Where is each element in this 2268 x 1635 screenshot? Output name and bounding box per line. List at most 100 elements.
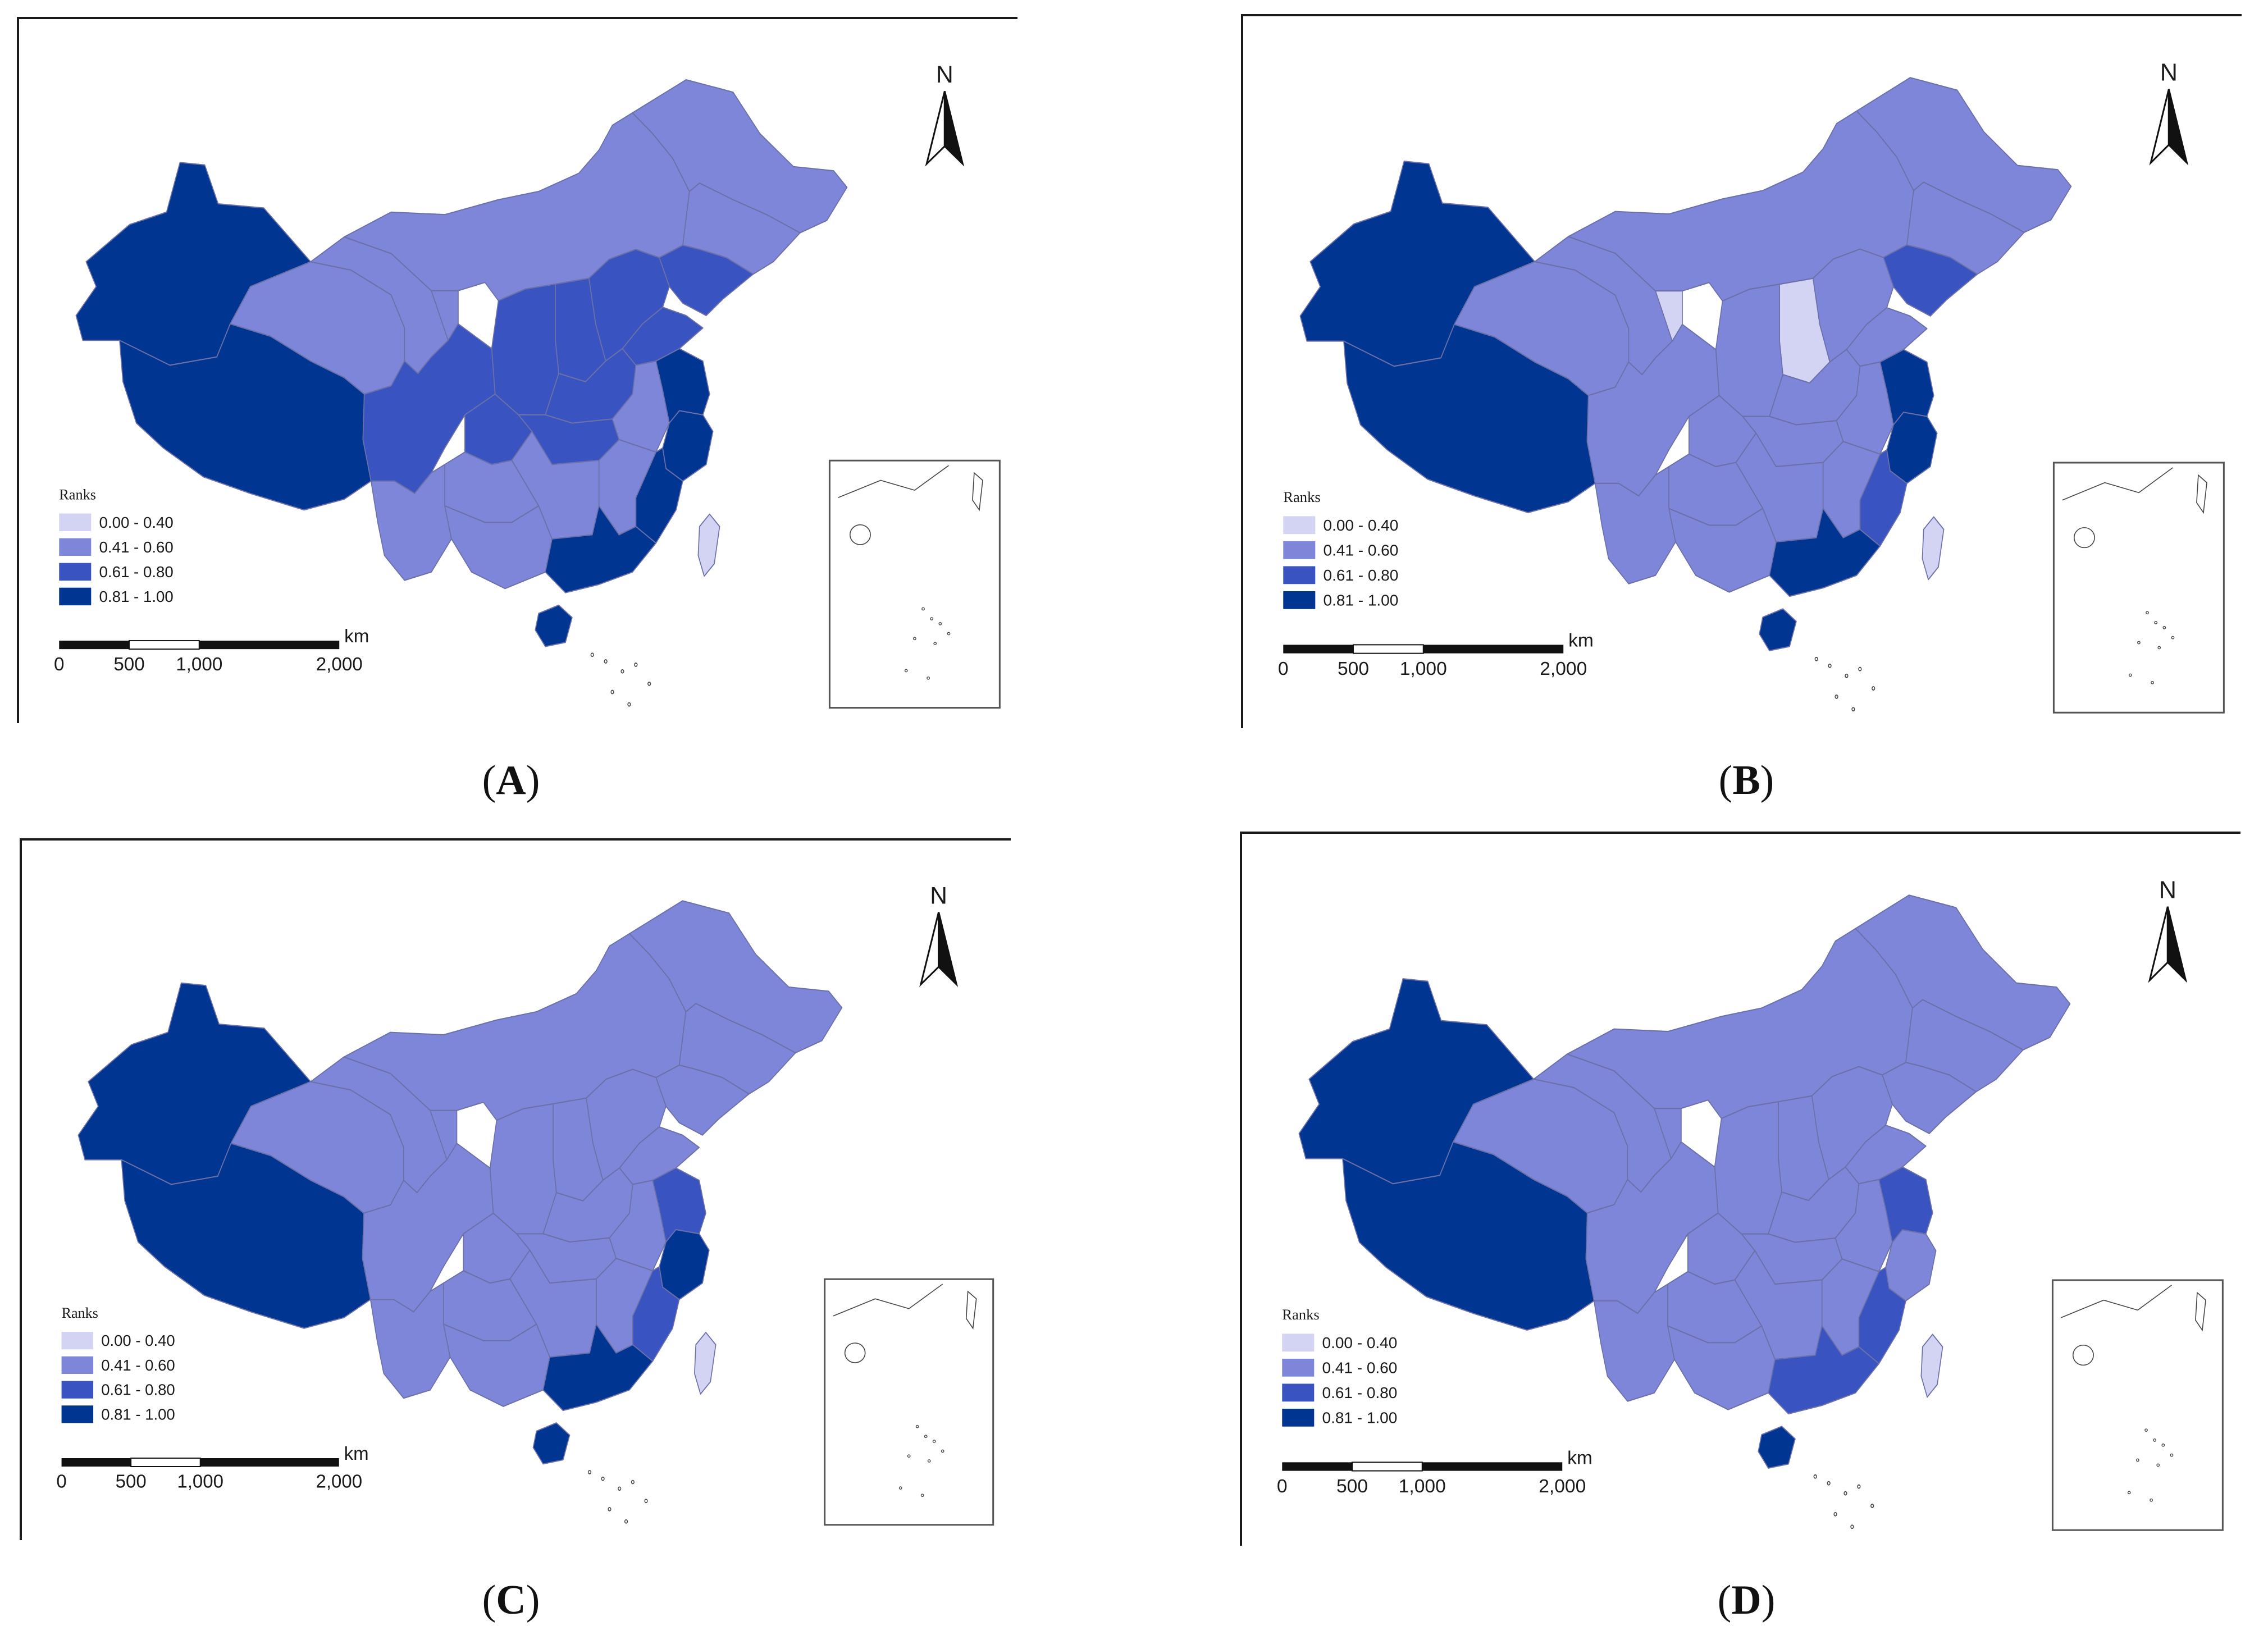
scale-tick: 2,000 [1540, 659, 1587, 679]
province-guangdong [542, 1323, 654, 1412]
legend-label: 0.61 - 0.80 [1324, 567, 1399, 584]
island-marks [587, 1470, 648, 1524]
province-hainan [1759, 608, 1797, 651]
scale-tick: 1,000 [176, 654, 222, 675]
map-panel-c: N Ranks 0.00 - 0.40 0.41 - 0.60 0.61 - 0.80 0… [20, 838, 1013, 1542]
province-layer [1298, 894, 2071, 1529]
caption-a: (A) [482, 757, 540, 803]
scale-bar: km 0 500 1,000 2,000 [54, 626, 369, 675]
province-heilongjiang [629, 900, 843, 1054]
scale-bar: km 0 500 1,000 2,000 [56, 1443, 368, 1492]
legend-swatch [1282, 1408, 1315, 1427]
scale-tick: 1,000 [1400, 659, 1447, 679]
scale-tick: 0 [1277, 1476, 1288, 1497]
north-label: N [936, 61, 953, 88]
legend-swatch [59, 587, 92, 606]
scale-tick: 500 [1338, 659, 1369, 679]
legend-swatch [1282, 1358, 1315, 1377]
scale-tick: 500 [1336, 1476, 1368, 1497]
province-guangdong [545, 505, 656, 593]
legend-label: 0.00 - 0.40 [101, 1332, 175, 1349]
legend-swatch [59, 513, 92, 532]
legend-swatch [1282, 1333, 1315, 1352]
legend-swatch [1283, 516, 1316, 535]
province-heilongjiang [632, 79, 848, 234]
caption-d: (D) [1717, 1577, 1776, 1623]
map-panel-a: N Ranks 0.00 - 0.40 0.41 - 0.60 0.61 - 0.80 0… [17, 17, 1020, 725]
legend-title: Ranks [59, 486, 96, 503]
legend-swatch [1283, 566, 1316, 584]
legend-swatch [61, 1332, 94, 1350]
scale-bar: km 0 500 1,000 2,000 [1277, 1447, 1592, 1496]
legend-label: 0.81 - 1.00 [99, 588, 174, 605]
south-china-sea-inset [2052, 462, 2225, 714]
legend-label: 0.61 - 0.80 [99, 563, 174, 581]
province-shaanxi [491, 283, 559, 415]
scale-tick: 0 [56, 1471, 66, 1492]
legend-label: 0.00 - 0.40 [99, 514, 174, 531]
south-china-sea-inset [2051, 1279, 2224, 1531]
legend-label: 0.41 - 0.60 [1322, 1359, 1398, 1376]
legend-swatch [1282, 1383, 1315, 1402]
caption-c: (C) [482, 1577, 540, 1623]
province-guangdong [1769, 508, 1881, 597]
legend-swatch [61, 1405, 94, 1423]
scale-tick: 500 [113, 654, 144, 675]
legend-label: 0.41 - 0.60 [99, 538, 174, 556]
province-taiwan [694, 1332, 717, 1395]
province-hainan [535, 604, 573, 647]
scale-tick: 1,000 [1399, 1476, 1446, 1497]
legend-label: 0.00 - 0.40 [1324, 517, 1399, 534]
south-china-sea-inset [824, 1278, 994, 1526]
legend-swatch [61, 1356, 94, 1374]
legend-label: 0.81 - 1.00 [1322, 1409, 1398, 1426]
province-shaanxi [1715, 284, 1783, 417]
north-arrow-icon: N [2148, 876, 2188, 983]
legend-label: 0.41 - 0.60 [1324, 541, 1399, 559]
province-taiwan [697, 513, 720, 577]
province-heilongjiang [1856, 77, 2072, 233]
scale-unit: km [1568, 630, 1594, 651]
legend-swatch [59, 563, 92, 581]
island-marks [1814, 656, 1875, 712]
legend-title: Ranks [1283, 488, 1320, 505]
scale-tick: 2,000 [316, 1471, 363, 1492]
legend-title: Ranks [1282, 1306, 1319, 1323]
north-label: N [2160, 59, 2178, 86]
scale-unit: km [344, 626, 369, 647]
province-hainan [532, 1422, 571, 1465]
scale-tick: 1,000 [177, 1471, 223, 1492]
province-hainan [1758, 1426, 1796, 1469]
province-taiwan [1922, 516, 1945, 581]
north-arrow-icon: N [919, 883, 959, 988]
legend-swatch [1283, 541, 1316, 559]
legend-swatch [1283, 591, 1316, 609]
province-taiwan [1920, 1333, 1943, 1398]
caption-b: (B) [1718, 757, 1774, 803]
island-marks [590, 652, 651, 707]
scale-tick: 2,000 [1539, 1476, 1586, 1497]
north-label: N [930, 883, 947, 910]
scale-tick: 0 [1278, 659, 1289, 679]
legend-label: 0.81 - 1.00 [1324, 591, 1399, 609]
province-layer [77, 900, 843, 1524]
legend-label: 0.61 - 0.80 [1322, 1384, 1398, 1401]
scale-tick: 500 [116, 1471, 147, 1492]
scale-unit: km [1567, 1447, 1592, 1468]
legend-label: 0.41 - 0.60 [101, 1357, 175, 1374]
province-layer [75, 79, 848, 707]
province-shaanxi [489, 1103, 557, 1235]
scale-tick: 2,000 [316, 654, 363, 675]
north-arrow-icon: N [925, 61, 965, 167]
legend-label: 0.00 - 0.40 [1322, 1334, 1398, 1351]
legend-title: Ranks [62, 1305, 98, 1321]
